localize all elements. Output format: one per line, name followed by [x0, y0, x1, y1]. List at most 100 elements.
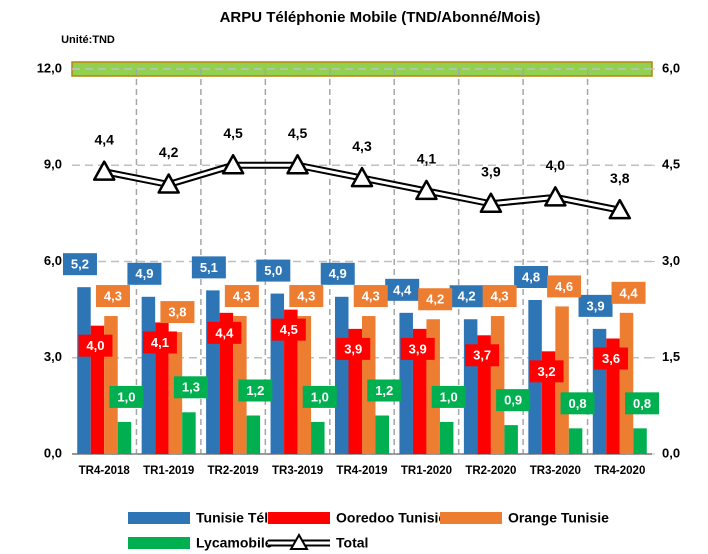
data-label-box: [62, 253, 97, 276]
bar: [375, 415, 389, 454]
bar: [412, 328, 427, 454]
data-label: 1,0: [440, 389, 458, 404]
bar: [182, 412, 196, 454]
data-label-box: [449, 285, 484, 308]
bar: [117, 421, 132, 454]
data-label: 3,7: [473, 348, 491, 363]
bar: [439, 421, 454, 454]
legend-label: Orange Tunisie: [508, 510, 609, 526]
data-label-box: [207, 321, 242, 344]
line-label: 4,2: [159, 144, 179, 160]
data-label-box: [353, 285, 388, 308]
line-label: 4,5: [223, 125, 243, 141]
data-label-box: [560, 392, 595, 415]
data-label-box: [418, 288, 453, 311]
data-label: 4,4: [619, 285, 638, 300]
data-label-box: [289, 285, 324, 308]
line-label: 4,5: [288, 125, 308, 141]
data-label: 4,1: [151, 335, 169, 350]
data-label-box: [529, 360, 564, 383]
data-label-box: [514, 266, 549, 288]
data-label-box: [367, 379, 402, 402]
line-label: 4,3: [352, 138, 372, 154]
line-marker: [415, 179, 438, 201]
bar: [504, 425, 518, 454]
data-label-box: [431, 385, 466, 408]
data-label: 1,0: [117, 389, 135, 404]
bar: [335, 296, 349, 454]
line-marker: [608, 198, 632, 220]
data-label-box: [256, 259, 291, 282]
x-tick-label: TR2-2019: [208, 465, 259, 477]
legend-marker: [289, 532, 309, 550]
y-tick-label: 3,0: [44, 349, 62, 364]
data-label: 4,0: [86, 338, 104, 353]
data-label: 3,8: [168, 305, 186, 320]
data-label: 4,5: [280, 322, 298, 337]
legend-label: Total: [336, 535, 368, 551]
data-label: 4,3: [297, 288, 315, 303]
line-marker: [286, 154, 309, 175]
y-tick-label: 12,0: [37, 60, 62, 75]
data-label-box: [625, 392, 660, 415]
data-label: 3,2: [538, 364, 556, 379]
bar: [90, 325, 105, 454]
x-tick-label: TR1-2020: [401, 465, 452, 477]
line-marker: [479, 192, 503, 213]
line-label: 4,4: [94, 131, 114, 147]
data-label: 4,2: [426, 292, 444, 307]
chart-title: ARPU Téléphonie Mobile (TND/Abonné/Mois): [220, 9, 541, 26]
data-label-box: [547, 275, 582, 298]
data-label: 1,2: [246, 383, 264, 398]
data-label: 5,1: [200, 260, 218, 275]
x-tick-label: TR3-2020: [530, 465, 581, 477]
legend-swatch: [268, 512, 330, 524]
data-label: 4,4: [215, 325, 234, 340]
data-label-box: [385, 278, 420, 301]
data-label: 0,9: [504, 393, 522, 408]
data-label: 0,8: [569, 396, 587, 411]
y2-tick-label: 3,0: [662, 253, 680, 268]
data-label-box: [302, 385, 337, 408]
line-marker: [157, 173, 180, 194]
data-label: 4,9: [135, 266, 153, 281]
bar: [77, 287, 91, 454]
data-label-box: [482, 285, 517, 308]
data-label: 3,9: [586, 298, 604, 313]
y-tick-label: 6,0: [44, 253, 62, 268]
y2-tick-label: 4,5: [662, 157, 680, 172]
legend-swatch: [128, 537, 190, 549]
bar: [399, 312, 413, 454]
data-label-box: [191, 256, 226, 279]
data-label: 3,9: [409, 341, 427, 356]
data-label: 3,9: [344, 341, 362, 356]
bar: [284, 309, 298, 454]
data-label: 1,3: [182, 380, 200, 395]
line-marker: [544, 186, 567, 207]
bar: [270, 293, 285, 454]
data-label-box: [95, 285, 130, 308]
data-label: 5,2: [71, 257, 89, 272]
data-label-box: [496, 389, 531, 412]
line-label: 3,9: [481, 163, 501, 179]
data-label: 0,8: [633, 396, 651, 411]
data-label: 1,2: [375, 383, 393, 398]
line-label: 3,8: [610, 170, 630, 186]
bar: [348, 328, 362, 454]
bar: [141, 296, 156, 454]
y2-tick-label: 1,5: [662, 349, 680, 364]
chart-subtitle: Unité:TND: [61, 34, 115, 46]
data-label-box: [173, 376, 208, 399]
data-label-box: [336, 337, 371, 360]
data-label: 4,3: [104, 288, 122, 303]
bar: [219, 312, 234, 454]
data-label-box: [224, 285, 259, 308]
bar: [619, 312, 634, 454]
x-tick-label: TR3-2019: [272, 465, 323, 477]
bar: [633, 428, 647, 454]
data-label-box: [400, 337, 435, 360]
bar: [463, 319, 478, 454]
x-tick-label: TR4-2018: [79, 465, 131, 477]
data-label-box: [238, 379, 273, 402]
data-label: 4,6: [555, 279, 573, 294]
